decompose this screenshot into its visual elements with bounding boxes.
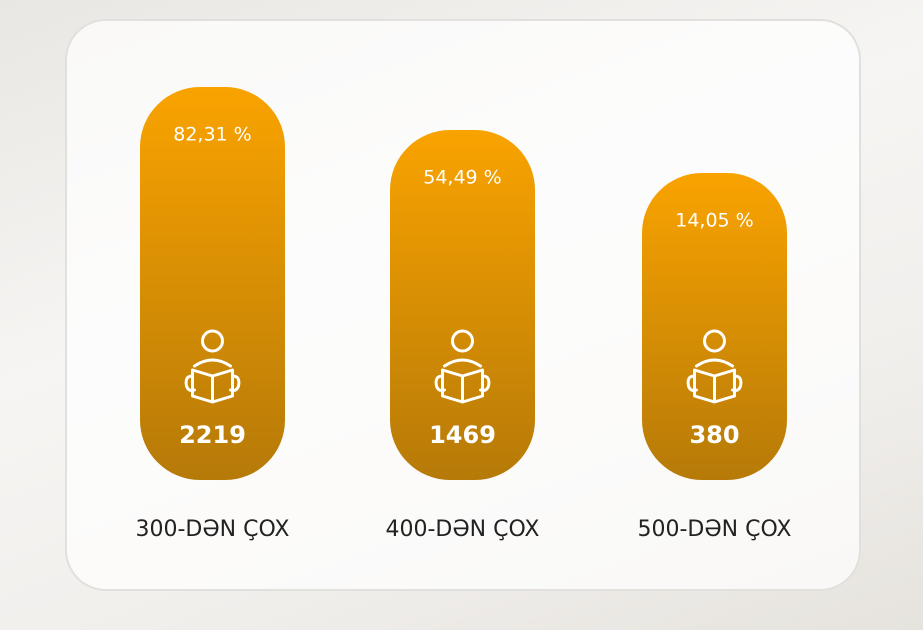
reader-icon xyxy=(434,329,491,404)
icon-head xyxy=(703,329,726,353)
count: 2219 xyxy=(179,421,246,449)
count: 380 xyxy=(689,421,739,449)
count: 1469 xyxy=(429,421,496,449)
icon-book xyxy=(191,368,234,404)
category-label: 500-DƏN ÇOX xyxy=(638,517,792,542)
icon-hands xyxy=(686,374,743,392)
icon-hands xyxy=(184,374,241,392)
percent: 54,49 % xyxy=(423,167,502,189)
icon-body xyxy=(193,358,232,368)
percent: 14,05 % xyxy=(675,210,754,232)
pill xyxy=(390,130,535,480)
icon-head xyxy=(201,329,224,353)
pill xyxy=(642,173,787,480)
icon-book xyxy=(441,368,484,404)
icon-hands xyxy=(434,374,491,392)
category-label: 300-DƏN ÇOX xyxy=(136,517,290,542)
percent: 82,31 % xyxy=(173,124,252,146)
icon-head xyxy=(451,329,474,353)
reader-icon xyxy=(184,329,241,404)
reader-icon xyxy=(686,329,743,404)
pill xyxy=(140,87,285,480)
icon-body xyxy=(695,358,734,368)
category-label: 400-DƏN ÇOX xyxy=(386,517,540,542)
icon-book xyxy=(693,368,736,404)
icon-body xyxy=(443,358,482,368)
